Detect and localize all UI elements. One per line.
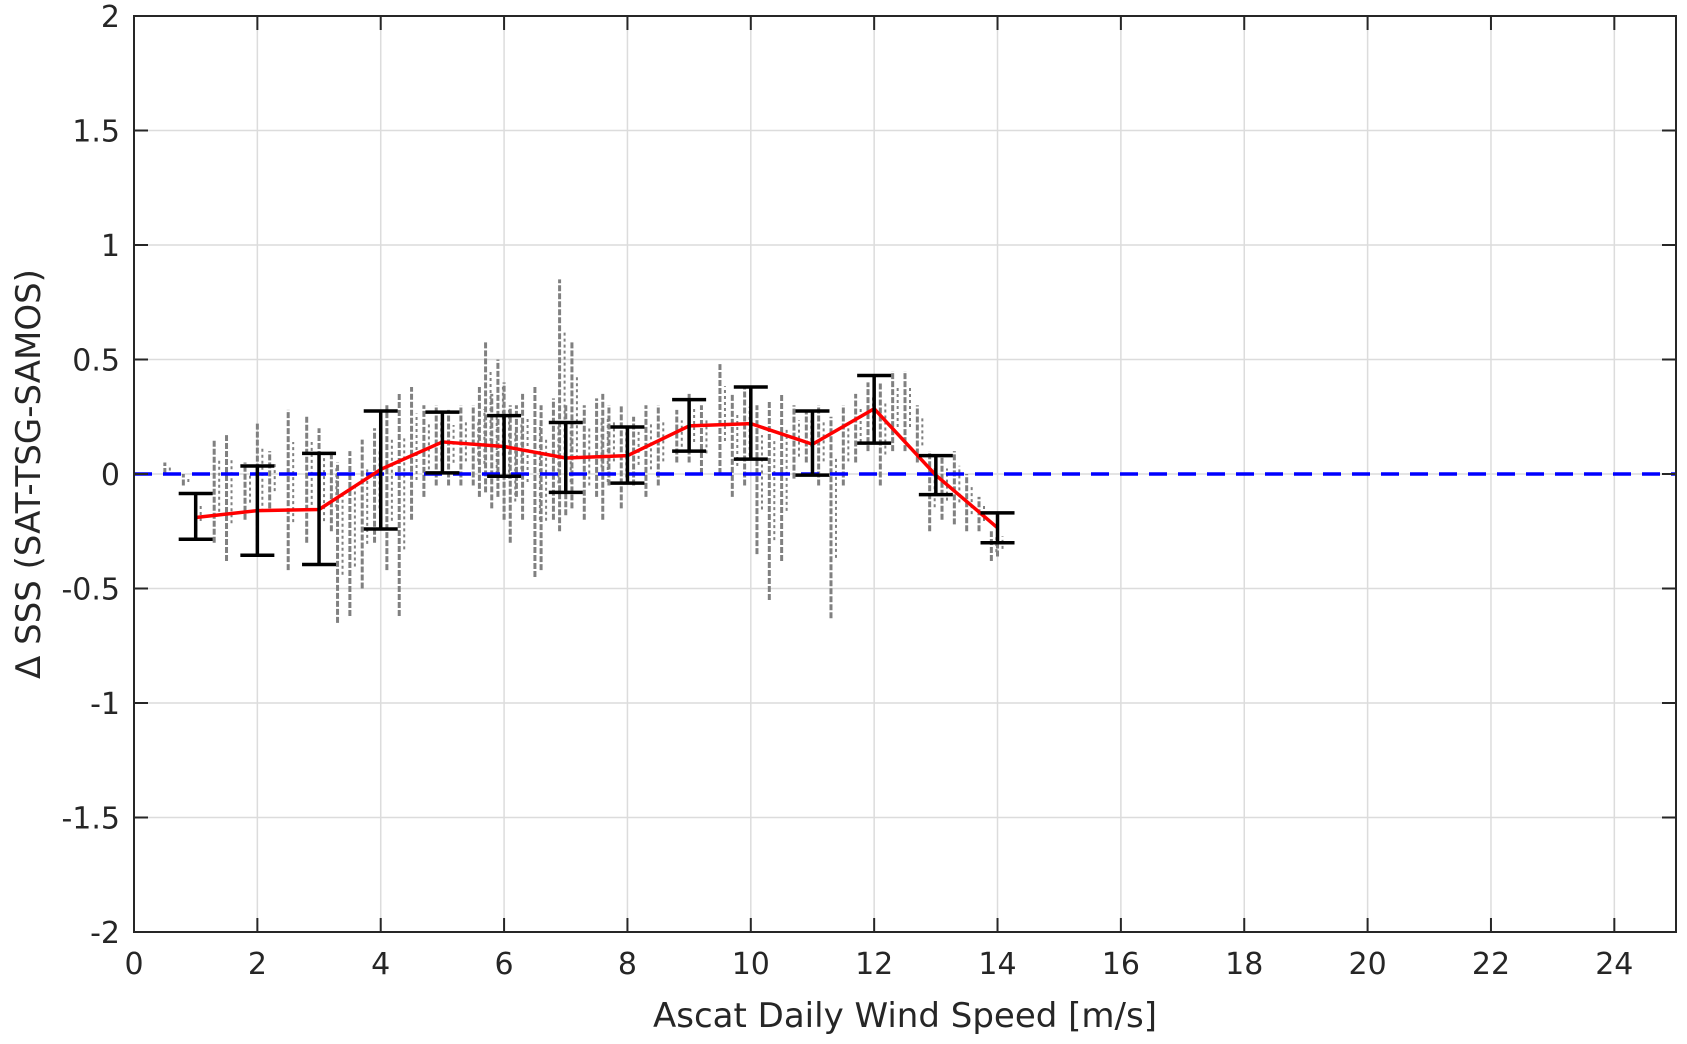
error-bar (857, 373, 892, 445)
error-bar (178, 491, 213, 542)
error-bar (733, 385, 768, 461)
y-tick-label: 0.5 (72, 344, 120, 379)
error-bar (610, 425, 645, 485)
y-tick-label: -1 (90, 687, 120, 722)
error-bars (178, 373, 1015, 567)
error-bar (363, 409, 398, 531)
y-tick-label: 1.5 (72, 115, 120, 150)
x-tick-label: 10 (732, 947, 770, 982)
y-tick-label: -1.5 (61, 802, 120, 837)
y-tick-label: -0.5 (61, 573, 120, 608)
mean-series (195, 406, 999, 530)
x-tick-label: 12 (855, 947, 893, 982)
x-tick-label: 2 (248, 947, 267, 982)
x-tick-label: 20 (1349, 947, 1387, 982)
x-tick-label: 14 (978, 947, 1016, 982)
x-tick-label: 6 (495, 947, 514, 982)
y-tick-label: 1 (101, 229, 120, 264)
axis-ticks (133, 15, 1676, 933)
x-tick-labels: 0 2 4 6 8 10 12 14 16 18 20 22 24 (124, 947, 1633, 982)
error-bar (918, 453, 953, 497)
error-bar (487, 413, 522, 479)
error-bar (240, 464, 275, 558)
error-bar (980, 511, 1015, 545)
y-tick-label: 2 (101, 0, 120, 35)
x-tick-label: 22 (1472, 947, 1510, 982)
x-axis-title: Ascat Daily Wind Speed [m/s] (653, 996, 1157, 1036)
x-tick-label: 0 (124, 947, 143, 982)
mean-line (195, 406, 999, 530)
x-tick-label: 18 (1225, 947, 1263, 982)
y-axis-title: Δ SSS (SAT-TSG-SAMOS) (9, 269, 49, 679)
x-tick-label: 8 (618, 947, 637, 982)
error-bar (548, 420, 583, 495)
error-bar (302, 451, 337, 567)
y-tick-label: -2 (90, 916, 120, 951)
error-bar (672, 397, 707, 453)
error-bar (425, 410, 460, 475)
x-tick-label: 16 (1102, 947, 1140, 982)
error-bar (795, 409, 830, 477)
x-tick-label: 24 (1595, 947, 1633, 982)
y-tick-labels: -2 -1.5 -1 -0.5 0 0.5 1 1.5 2 (61, 0, 120, 951)
y-tick-label: 0 (101, 458, 120, 493)
x-tick-label: 4 (371, 947, 390, 982)
